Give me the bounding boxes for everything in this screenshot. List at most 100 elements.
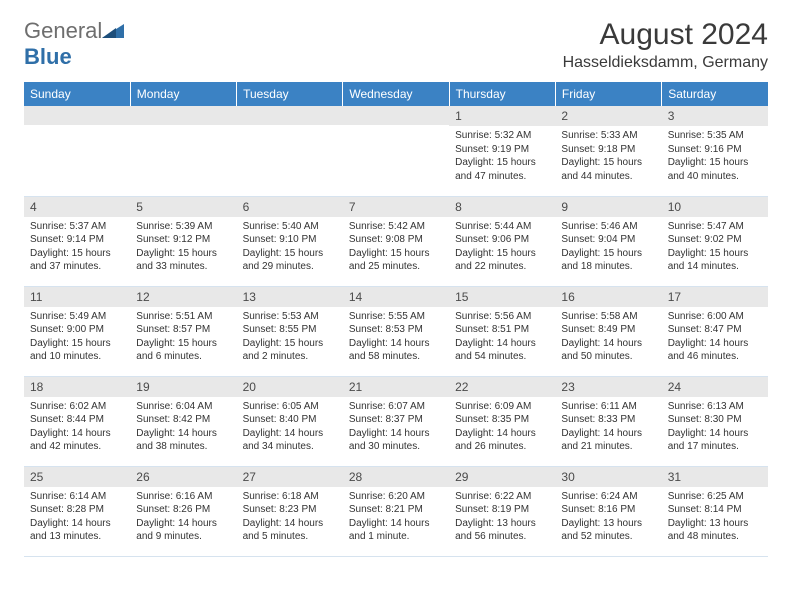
calendar-day-cell: 10Sunrise: 5:47 AMSunset: 9:02 PMDayligh… bbox=[662, 196, 768, 286]
sunset-text: Sunset: 8:55 PM bbox=[243, 323, 337, 337]
day-number bbox=[237, 106, 343, 125]
day-details: Sunrise: 5:33 AMSunset: 9:18 PMDaylight:… bbox=[555, 126, 661, 186]
daylight-text: Daylight: 15 hours and 14 minutes. bbox=[668, 247, 762, 274]
sunset-text: Sunset: 9:04 PM bbox=[561, 233, 655, 247]
weekday-header: Friday bbox=[555, 82, 661, 106]
calendar-day-cell: 28Sunrise: 6:20 AMSunset: 8:21 PMDayligh… bbox=[343, 466, 449, 556]
sunset-text: Sunset: 8:57 PM bbox=[136, 323, 230, 337]
calendar-day-cell bbox=[24, 106, 130, 196]
day-details: Sunrise: 6:16 AMSunset: 8:26 PMDaylight:… bbox=[130, 487, 236, 547]
calendar-day-cell: 26Sunrise: 6:16 AMSunset: 8:26 PMDayligh… bbox=[130, 466, 236, 556]
month-title: August 2024 bbox=[563, 18, 768, 52]
day-details: Sunrise: 6:13 AMSunset: 8:30 PMDaylight:… bbox=[662, 397, 768, 457]
day-number: 17 bbox=[662, 287, 768, 307]
sunrise-text: Sunrise: 6:13 AM bbox=[668, 400, 762, 414]
weekday-header: Wednesday bbox=[343, 82, 449, 106]
daylight-text: Daylight: 15 hours and 47 minutes. bbox=[455, 156, 549, 183]
day-number: 11 bbox=[24, 287, 130, 307]
day-number bbox=[24, 106, 130, 125]
sunset-text: Sunset: 8:40 PM bbox=[243, 413, 337, 427]
day-details: Sunrise: 6:05 AMSunset: 8:40 PMDaylight:… bbox=[237, 397, 343, 457]
daylight-text: Daylight: 14 hours and 54 minutes. bbox=[455, 337, 549, 364]
calendar-day-cell: 19Sunrise: 6:04 AMSunset: 8:42 PMDayligh… bbox=[130, 376, 236, 466]
calendar-day-cell: 30Sunrise: 6:24 AMSunset: 8:16 PMDayligh… bbox=[555, 466, 661, 556]
day-details: Sunrise: 5:39 AMSunset: 9:12 PMDaylight:… bbox=[130, 217, 236, 277]
sunset-text: Sunset: 8:44 PM bbox=[30, 413, 124, 427]
day-number: 15 bbox=[449, 287, 555, 307]
calendar-day-cell bbox=[130, 106, 236, 196]
sunrise-text: Sunrise: 6:20 AM bbox=[349, 490, 443, 504]
sunset-text: Sunset: 9:02 PM bbox=[668, 233, 762, 247]
sunrise-text: Sunrise: 6:24 AM bbox=[561, 490, 655, 504]
day-number: 19 bbox=[130, 377, 236, 397]
sunset-text: Sunset: 9:00 PM bbox=[30, 323, 124, 337]
sunset-text: Sunset: 9:18 PM bbox=[561, 143, 655, 157]
sunrise-text: Sunrise: 6:18 AM bbox=[243, 490, 337, 504]
daylight-text: Daylight: 14 hours and 34 minutes. bbox=[243, 427, 337, 454]
day-details: Sunrise: 6:24 AMSunset: 8:16 PMDaylight:… bbox=[555, 487, 661, 547]
sunrise-text: Sunrise: 5:49 AM bbox=[30, 310, 124, 324]
sunrise-text: Sunrise: 6:16 AM bbox=[136, 490, 230, 504]
weekday-header: Tuesday bbox=[237, 82, 343, 106]
logo: GeneralBlue bbox=[24, 18, 124, 70]
day-number: 20 bbox=[237, 377, 343, 397]
logo-text-blue: Blue bbox=[24, 44, 72, 69]
calendar-day-cell bbox=[237, 106, 343, 196]
calendar-day-cell bbox=[343, 106, 449, 196]
day-details: Sunrise: 5:35 AMSunset: 9:16 PMDaylight:… bbox=[662, 126, 768, 186]
sunset-text: Sunset: 9:16 PM bbox=[668, 143, 762, 157]
daylight-text: Daylight: 14 hours and 30 minutes. bbox=[349, 427, 443, 454]
calendar-day-cell: 17Sunrise: 6:00 AMSunset: 8:47 PMDayligh… bbox=[662, 286, 768, 376]
calendar-day-cell: 20Sunrise: 6:05 AMSunset: 8:40 PMDayligh… bbox=[237, 376, 343, 466]
sunrise-text: Sunrise: 6:11 AM bbox=[561, 400, 655, 414]
day-details: Sunrise: 6:14 AMSunset: 8:28 PMDaylight:… bbox=[24, 487, 130, 547]
day-number: 6 bbox=[237, 197, 343, 217]
day-details: Sunrise: 6:02 AMSunset: 8:44 PMDaylight:… bbox=[24, 397, 130, 457]
day-number bbox=[343, 106, 449, 125]
day-details: Sunrise: 6:04 AMSunset: 8:42 PMDaylight:… bbox=[130, 397, 236, 457]
day-details: Sunrise: 5:51 AMSunset: 8:57 PMDaylight:… bbox=[130, 307, 236, 367]
calendar-day-cell: 12Sunrise: 5:51 AMSunset: 8:57 PMDayligh… bbox=[130, 286, 236, 376]
day-details: Sunrise: 6:22 AMSunset: 8:19 PMDaylight:… bbox=[449, 487, 555, 547]
day-number: 16 bbox=[555, 287, 661, 307]
sunset-text: Sunset: 8:33 PM bbox=[561, 413, 655, 427]
calendar-day-cell: 5Sunrise: 5:39 AMSunset: 9:12 PMDaylight… bbox=[130, 196, 236, 286]
day-number: 12 bbox=[130, 287, 236, 307]
sunrise-text: Sunrise: 5:40 AM bbox=[243, 220, 337, 234]
sunset-text: Sunset: 8:28 PM bbox=[30, 503, 124, 517]
daylight-text: Daylight: 15 hours and 40 minutes. bbox=[668, 156, 762, 183]
day-number bbox=[130, 106, 236, 125]
sunrise-text: Sunrise: 5:39 AM bbox=[136, 220, 230, 234]
calendar-day-cell: 31Sunrise: 6:25 AMSunset: 8:14 PMDayligh… bbox=[662, 466, 768, 556]
daylight-text: Daylight: 14 hours and 1 minute. bbox=[349, 517, 443, 544]
calendar-day-cell: 18Sunrise: 6:02 AMSunset: 8:44 PMDayligh… bbox=[24, 376, 130, 466]
sunrise-text: Sunrise: 5:53 AM bbox=[243, 310, 337, 324]
day-details: Sunrise: 5:37 AMSunset: 9:14 PMDaylight:… bbox=[24, 217, 130, 277]
sunset-text: Sunset: 8:19 PM bbox=[455, 503, 549, 517]
day-details: Sunrise: 5:55 AMSunset: 8:53 PMDaylight:… bbox=[343, 307, 449, 367]
sunset-text: Sunset: 8:49 PM bbox=[561, 323, 655, 337]
sunrise-text: Sunrise: 6:07 AM bbox=[349, 400, 443, 414]
day-number: 5 bbox=[130, 197, 236, 217]
daylight-text: Daylight: 14 hours and 46 minutes. bbox=[668, 337, 762, 364]
day-number: 27 bbox=[237, 467, 343, 487]
calendar-day-cell: 25Sunrise: 6:14 AMSunset: 8:28 PMDayligh… bbox=[24, 466, 130, 556]
sunrise-text: Sunrise: 5:44 AM bbox=[455, 220, 549, 234]
logo-text-gray: General bbox=[24, 18, 102, 43]
calendar-body: 1Sunrise: 5:32 AMSunset: 9:19 PMDaylight… bbox=[24, 106, 768, 556]
calendar-day-cell: 27Sunrise: 6:18 AMSunset: 8:23 PMDayligh… bbox=[237, 466, 343, 556]
calendar-day-cell: 2Sunrise: 5:33 AMSunset: 9:18 PMDaylight… bbox=[555, 106, 661, 196]
sunset-text: Sunset: 8:16 PM bbox=[561, 503, 655, 517]
day-number: 4 bbox=[24, 197, 130, 217]
sunrise-text: Sunrise: 6:25 AM bbox=[668, 490, 762, 504]
calendar-day-cell: 21Sunrise: 6:07 AMSunset: 8:37 PMDayligh… bbox=[343, 376, 449, 466]
day-details: Sunrise: 6:09 AMSunset: 8:35 PMDaylight:… bbox=[449, 397, 555, 457]
daylight-text: Daylight: 14 hours and 21 minutes. bbox=[561, 427, 655, 454]
daylight-text: Daylight: 15 hours and 10 minutes. bbox=[30, 337, 124, 364]
calendar-day-cell: 13Sunrise: 5:53 AMSunset: 8:55 PMDayligh… bbox=[237, 286, 343, 376]
calendar-week-row: 1Sunrise: 5:32 AMSunset: 9:19 PMDaylight… bbox=[24, 106, 768, 196]
sunrise-text: Sunrise: 6:02 AM bbox=[30, 400, 124, 414]
day-details: Sunrise: 6:00 AMSunset: 8:47 PMDaylight:… bbox=[662, 307, 768, 367]
location-label: Hasseldieksdamm, Germany bbox=[563, 54, 768, 72]
day-number: 18 bbox=[24, 377, 130, 397]
